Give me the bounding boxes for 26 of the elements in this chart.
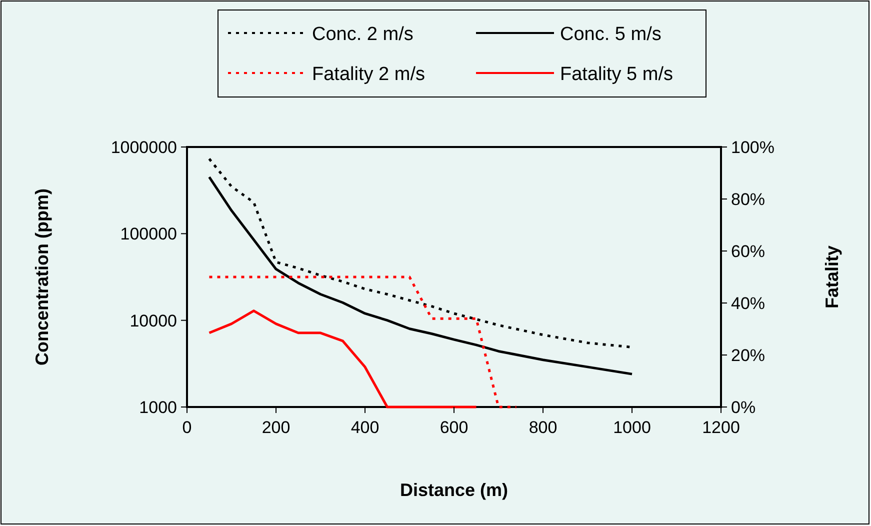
y2-axis-title: Fatality: [822, 245, 842, 309]
x-tick-label: 1000: [613, 418, 651, 437]
y-tick-label: 1000000: [110, 138, 177, 157]
y2-tick-label: 80%: [731, 190, 766, 209]
y2-tick-label: 60%: [731, 242, 766, 261]
x-axis-title: Distance (m): [400, 480, 508, 500]
x-tick-label: 600: [440, 418, 468, 437]
x-tick-label: 400: [350, 418, 380, 437]
line-series: [208, 310, 478, 408]
legend-label: Conc. 5 m/s: [560, 24, 662, 45]
y-tick-label: 10000: [130, 311, 177, 330]
y2-tick-label: 100%: [731, 138, 774, 157]
legend-label: Conc. 2 m/s: [312, 24, 414, 45]
x-tick-label: 800: [528, 418, 558, 437]
y-tick-label: 1000: [139, 398, 177, 417]
y2-tick-label: 20%: [731, 346, 766, 365]
x-tick-label: 200: [262, 418, 290, 437]
x-tick-label: 0: [182, 418, 192, 437]
legend-label: Fatality 2 m/s: [312, 64, 425, 85]
y2-tick-label: 40%: [731, 294, 766, 313]
legend-label: Fatality 5 m/s: [560, 64, 673, 85]
y-axis-title: Concentration (ppm): [32, 188, 52, 366]
x-tick-label: 1200: [702, 418, 740, 437]
line-series: [208, 176, 634, 376]
y2-tick-label: 0%: [731, 398, 756, 417]
y-tick-label: 100000: [120, 224, 177, 244]
